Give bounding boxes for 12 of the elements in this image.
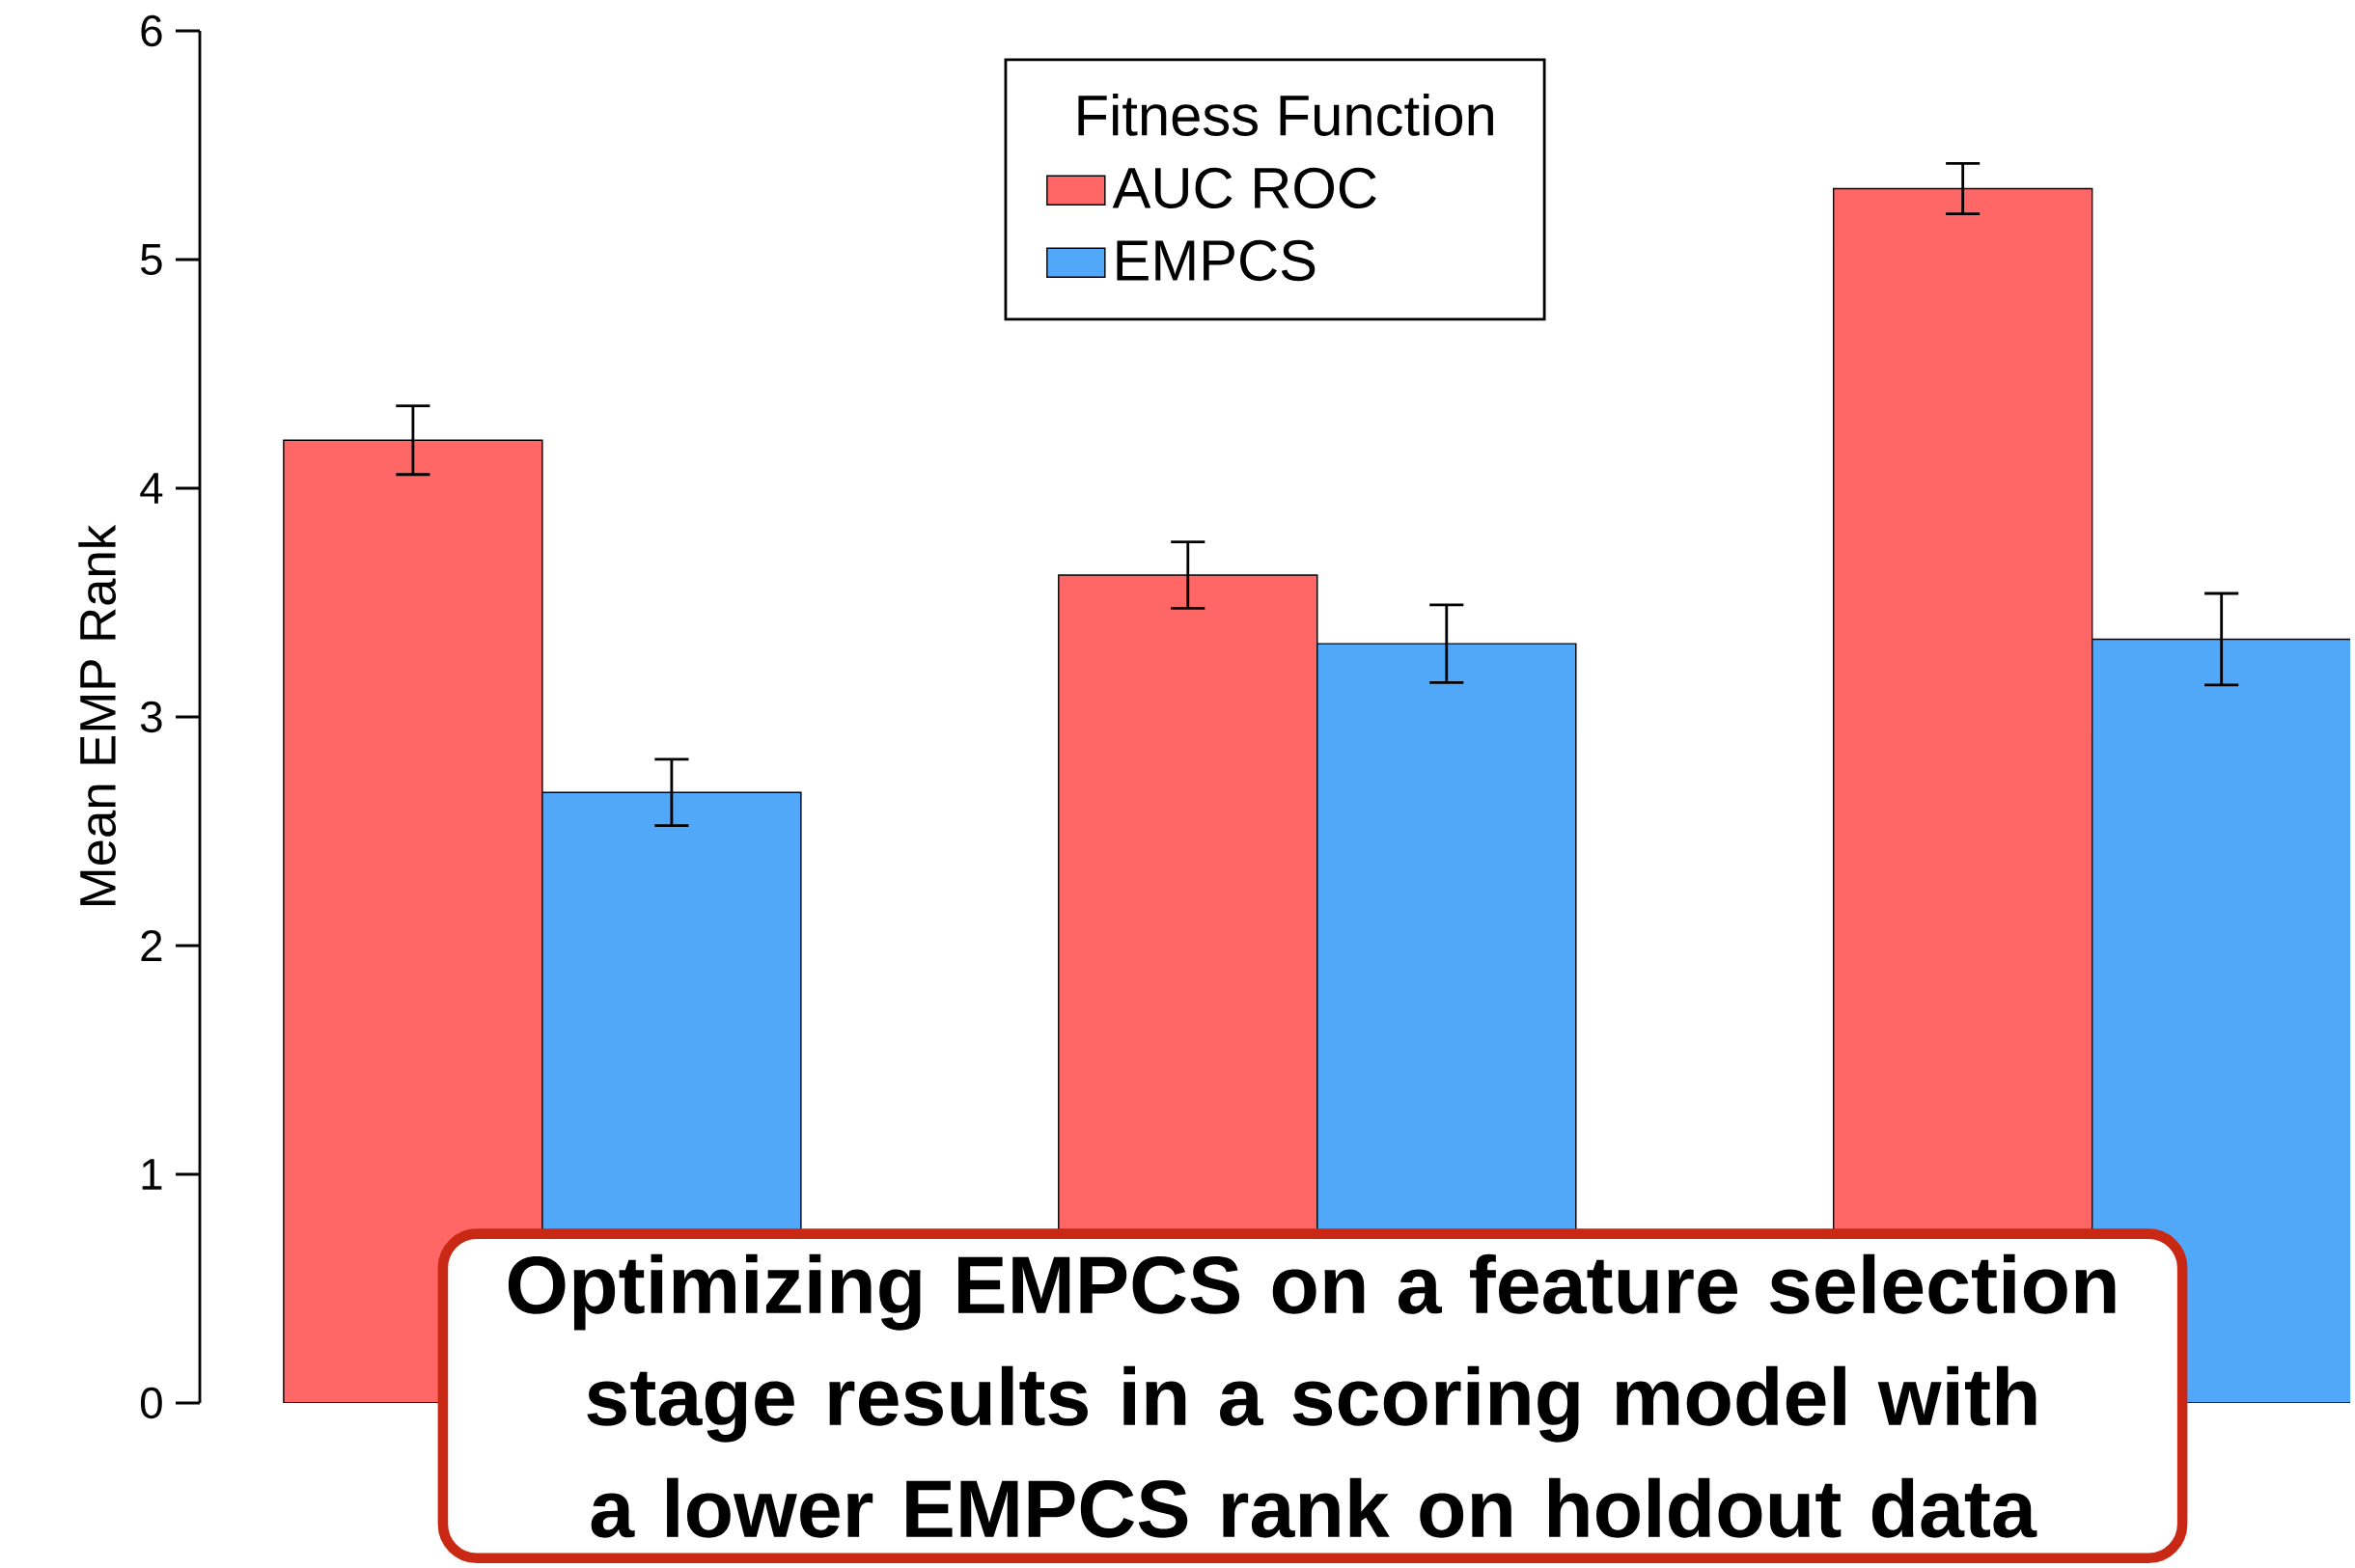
y-tick-label: 2 bbox=[141, 930, 162, 961]
y-tick-label: 0 bbox=[140, 1387, 162, 1419]
legend-label: EMPCS bbox=[1117, 239, 1316, 282]
legend-label: AUC ROC bbox=[1112, 167, 1376, 209]
y-tick-label: 5 bbox=[141, 244, 162, 275]
y-tick-label: 4 bbox=[140, 473, 163, 504]
y-tick-label: 6 bbox=[141, 14, 162, 47]
annotation: Optimizing EMPCS on a feature selection stage results in a scoring model with a lower EMPCS rank on holdout data bbox=[508, 1253, 2116, 1538]
y-axis-title: Mean EMP Rank bbox=[78, 524, 117, 905]
y-tick-label: 1 bbox=[142, 1159, 162, 1190]
y-tick-label: 3 bbox=[140, 701, 162, 733]
legend-title: Fitness Function bbox=[1078, 94, 1493, 136]
